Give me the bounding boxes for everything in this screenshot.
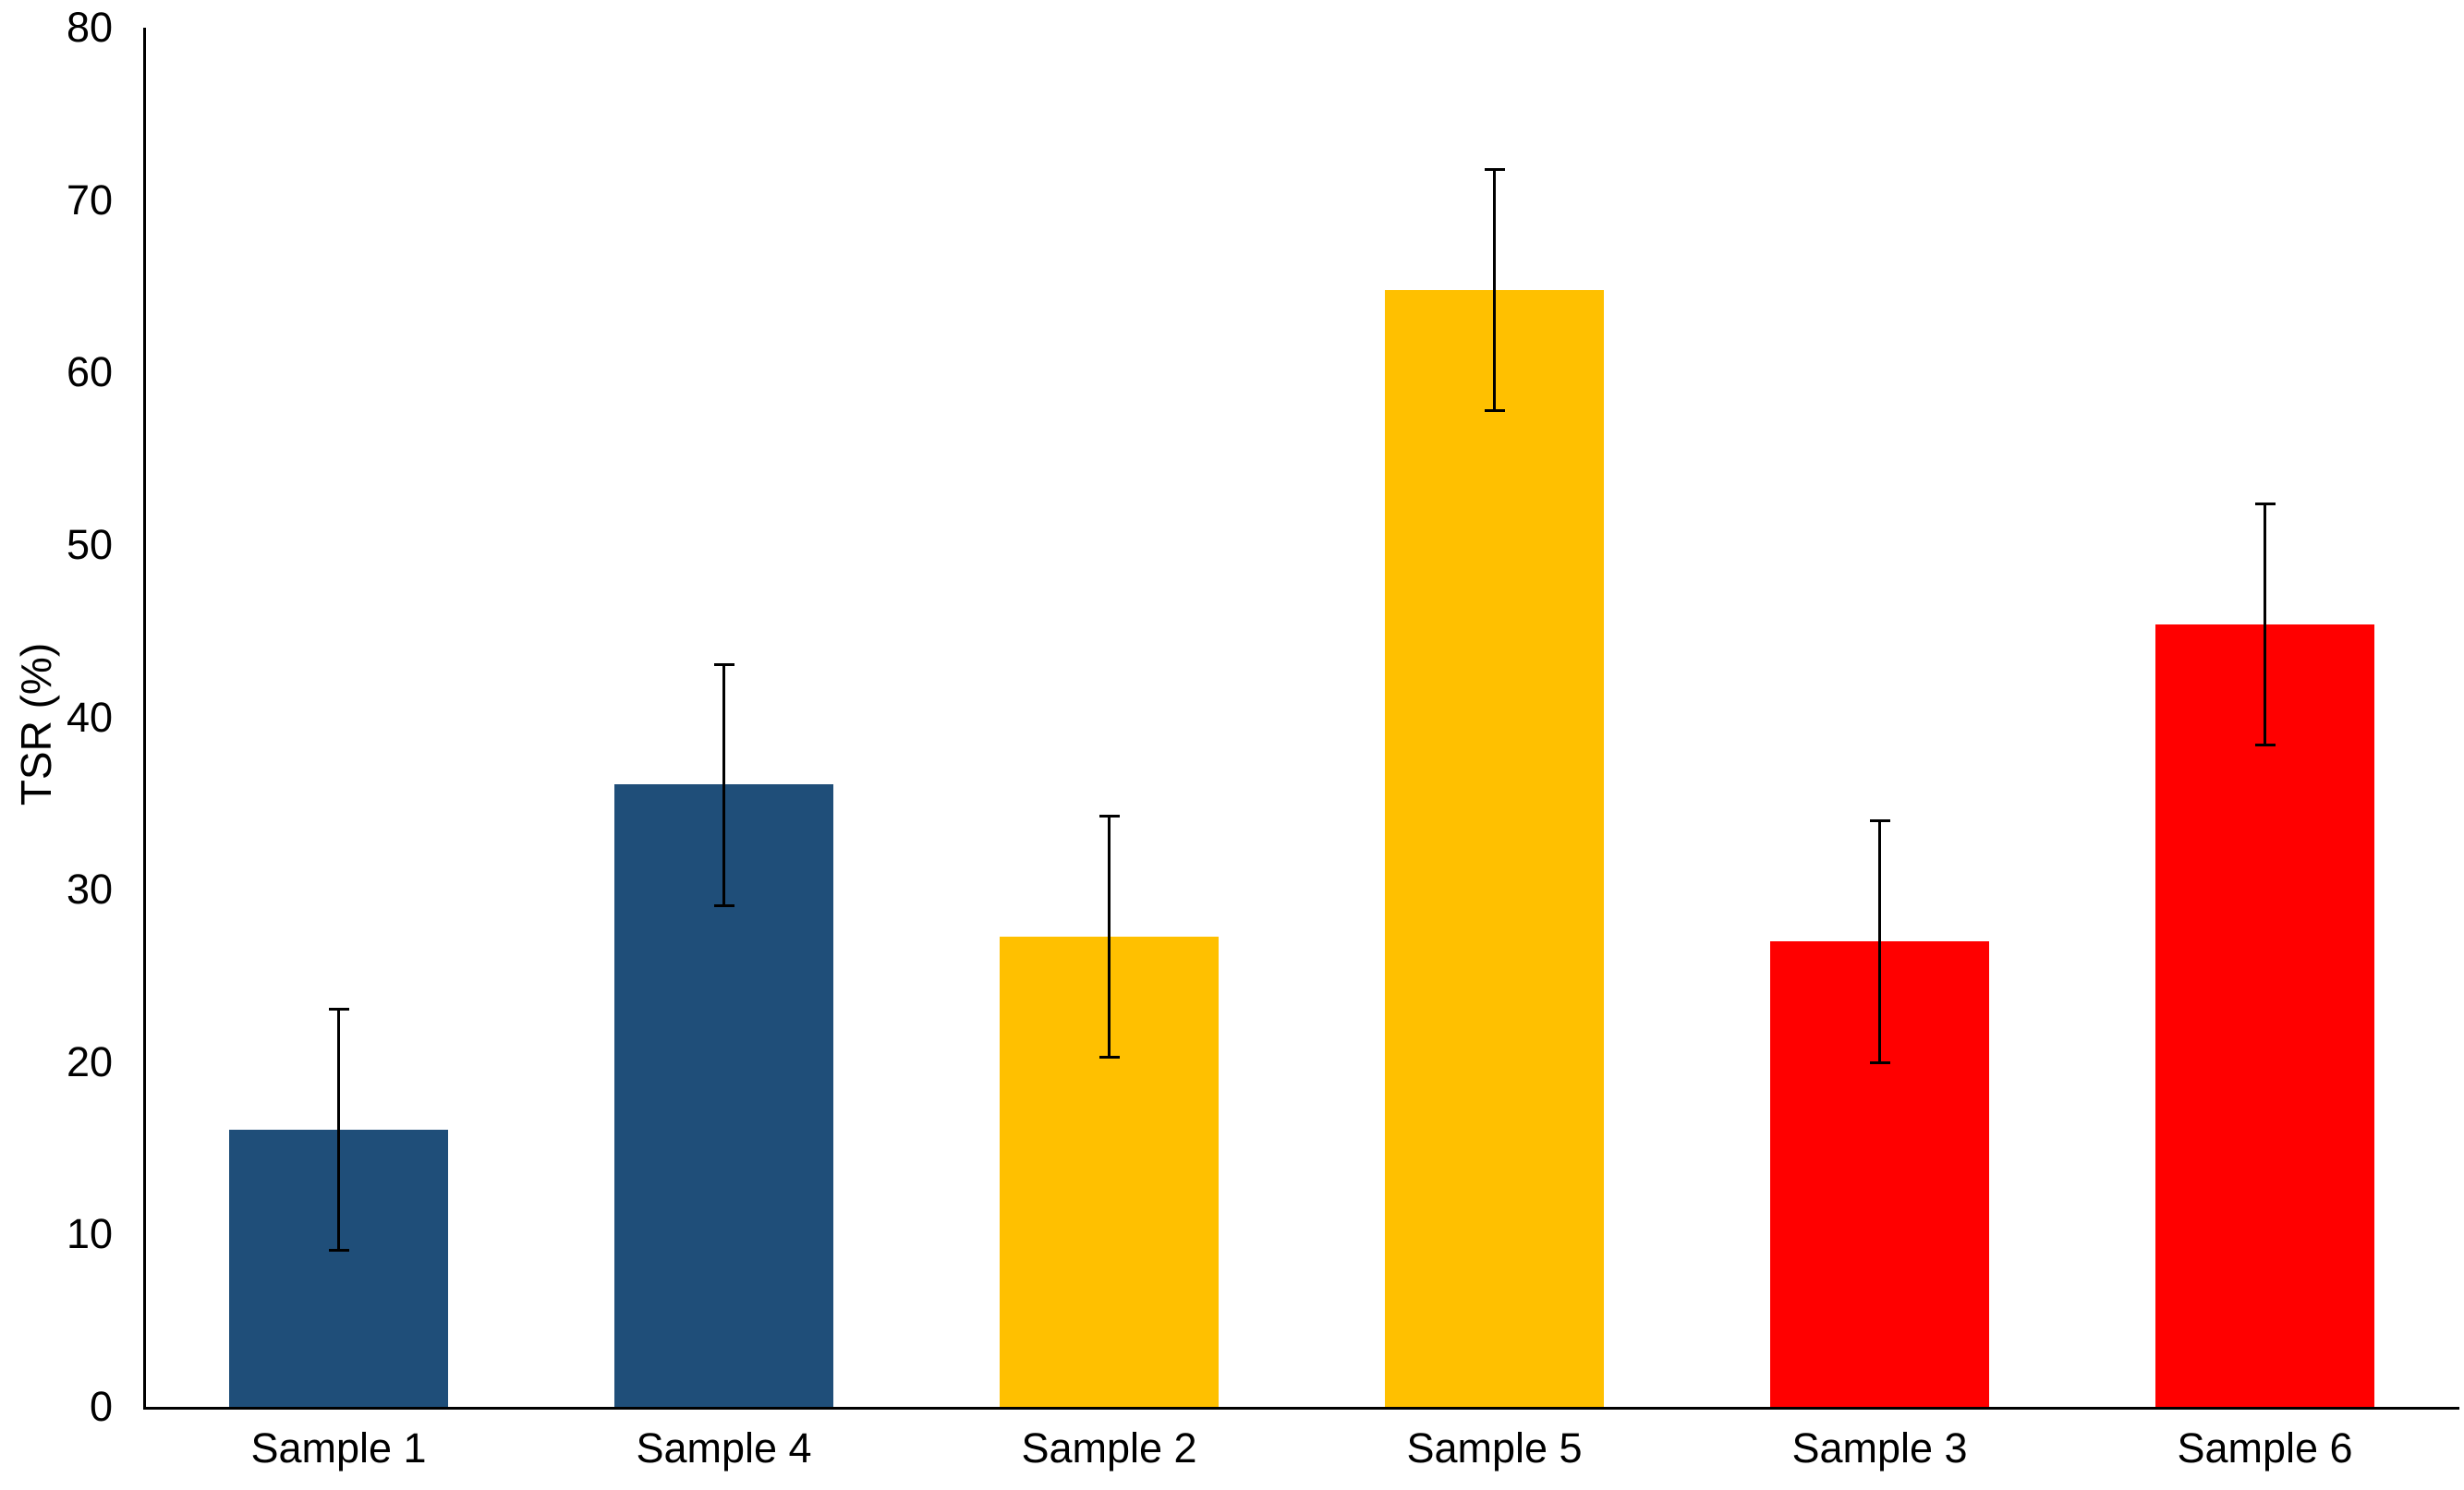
error-bar-cap-top — [1869, 819, 1890, 823]
category-label: Sample 3 — [1791, 1424, 1968, 1472]
bar — [1385, 289, 1604, 1407]
error-bar-cap-top — [2254, 503, 2276, 506]
category-label: Sample 2 — [1021, 1424, 1197, 1472]
y-tick-label: 80 — [66, 4, 113, 51]
error-bar-line — [1108, 815, 1111, 1058]
error-bar-line — [1493, 169, 1496, 411]
bar — [2155, 624, 2374, 1407]
y-tick-label: 0 — [89, 1383, 113, 1430]
error-bar-cap-top — [1098, 814, 1120, 818]
error-bar-line — [2264, 503, 2266, 745]
y-tick-label: 50 — [66, 520, 113, 568]
error-bar-cap-top — [328, 1007, 349, 1011]
y-tick-label: 40 — [66, 693, 113, 741]
error-bar-cap-bottom — [713, 903, 734, 907]
y-tick-label: 70 — [66, 176, 113, 224]
error-bar-cap-bottom — [1484, 409, 1505, 413]
category-label: Sample 6 — [2177, 1424, 2353, 1472]
error-bar-cap-top — [1484, 168, 1505, 172]
error-bar-cap-bottom — [1098, 1056, 1120, 1060]
x-axis-line — [143, 1407, 2459, 1410]
category-label: Sample 4 — [636, 1424, 812, 1472]
error-bar-cap-bottom — [328, 1249, 349, 1253]
error-bar-cap-bottom — [1869, 1060, 1890, 1064]
category-label: Sample 5 — [1406, 1424, 1583, 1472]
error-bar-line — [722, 663, 725, 905]
error-bar-line — [337, 1008, 340, 1251]
y-axis-line — [143, 28, 146, 1410]
y-tick-label: 30 — [66, 866, 113, 914]
y-tick-label: 10 — [66, 1210, 113, 1258]
error-bar-cap-top — [713, 662, 734, 666]
error-bar-line — [1878, 820, 1881, 1062]
category-label: Sample 1 — [250, 1424, 427, 1472]
y-tick-label: 20 — [66, 1037, 113, 1085]
error-bar-cap-bottom — [2254, 744, 2276, 747]
y-tick-label: 60 — [66, 348, 113, 396]
